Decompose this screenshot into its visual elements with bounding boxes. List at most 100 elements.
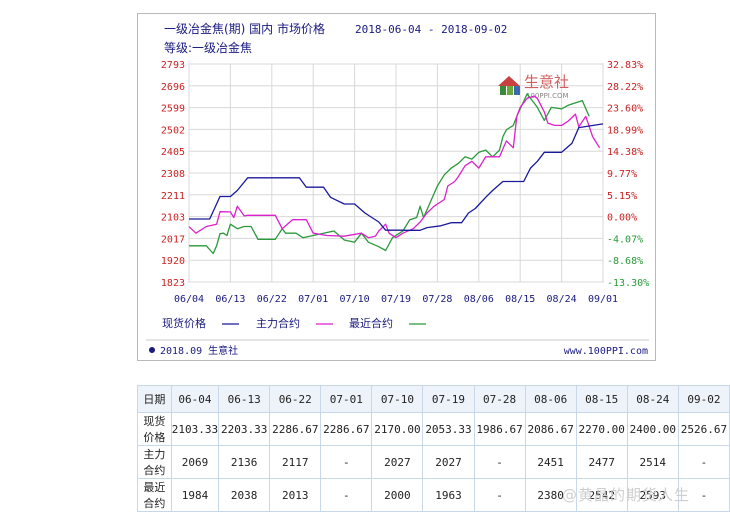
table-cell: - (473, 478, 526, 512)
table-cell: 2086.67 (524, 412, 577, 446)
legend-recent-label: 最近合约 (349, 316, 393, 330)
y-tick-left: 2599 (161, 104, 185, 115)
column-header-date: 07-19 (422, 385, 475, 413)
table-cell: 2286.67 (320, 412, 373, 446)
y-tick-left: 2211 (161, 191, 185, 202)
y-tick-right: 23.60% (607, 104, 643, 115)
series-main-contract-line (188, 95, 601, 239)
column-header-date: 08-06 (524, 385, 577, 413)
data-table: 日期 06-04 06-13 06-22 07-01 07-10 07-19 07-28 08-… (137, 385, 730, 512)
table-cell: 2117 (269, 445, 322, 479)
table-cell: 2514 (626, 445, 679, 479)
y-tick-left: 2793 (161, 60, 185, 71)
y-tick-right: 32.83% (607, 60, 643, 71)
legend: 现货价格 主力合约 最近合约 (162, 316, 426, 330)
table-cell: 2027 (371, 445, 424, 479)
y-tick-right: 28.22% (607, 82, 643, 93)
x-tick: 07/01 (298, 294, 328, 305)
y-tick-left: 2502 (161, 125, 185, 136)
row-label: 主力合约 (137, 445, 172, 479)
table-cell: 1984 (170, 478, 220, 512)
table-row: 主力合约 2069 2136 2117-2027 2027-2451 2477 2514- (137, 445, 730, 479)
table-cell: 2013 (269, 478, 322, 512)
y-tick-right: -4.07% (607, 234, 643, 245)
table-cell: 2400.00 (626, 412, 679, 446)
logo-block-icon (507, 86, 513, 95)
y-tick-right: -8.68% (607, 256, 643, 267)
watermark: @黄晶的期货人生 (562, 486, 691, 504)
table-cell: 1986.67 (473, 412, 526, 446)
row-label: 最近合约 (137, 478, 172, 512)
x-tick: 06/22 (257, 294, 287, 305)
y-tick-right: -13.30% (607, 278, 649, 289)
logo-block-icon (500, 86, 506, 95)
column-header-date: 07-10 (371, 385, 424, 413)
table-cell: 2069 (170, 445, 220, 479)
x-tick: 07/10 (340, 294, 370, 305)
row-label: 现货价格 (137, 412, 172, 446)
grade-label: 等级:一级冶金焦 (164, 40, 252, 55)
x-tick: 09/01 (588, 294, 618, 305)
series-spot-price-line (189, 123, 604, 231)
table-cell: 2103.33 (170, 412, 220, 446)
table-cell: 2170.00 (371, 412, 424, 446)
price-chart: 一级冶金焦(期) 国内 市场价格 2018-06-04 - 2018-09-02… (146, 21, 649, 357)
column-header-date: 09-02 (677, 385, 730, 413)
y-tick-left: 2308 (161, 169, 185, 180)
table-cell: 2451 (524, 445, 577, 479)
table-cell: - (320, 478, 373, 512)
y-tick-left: 2103 (161, 213, 185, 224)
table-cell: 2477 (575, 445, 628, 479)
y-tick-left: 1823 (161, 278, 185, 289)
column-header-date: 08-24 (626, 385, 679, 413)
table-cell: 2593 (626, 478, 679, 512)
y-tick-left: 2405 (161, 147, 185, 158)
column-header-date: 07-28 (473, 385, 526, 413)
table-header-row: 日期 06-04 06-13 06-22 07-01 07-10 07-19 07-28 08-… (137, 385, 730, 413)
chart-panel: 一级冶金焦(期) 国内 市场价格 2018-06-04 - 2018-09-02… (137, 13, 656, 361)
x-tick: 08/24 (547, 294, 577, 305)
column-header-date: 06-13 (218, 385, 271, 413)
table-row: 最近合约 1984 2038 2013-2000 1963-2380 2542 2593- (137, 478, 730, 512)
table-row: 现货价格 2103.33 2203.33 2286.67 2286.67 2170.00 2… (137, 412, 730, 446)
y-tick-right: 0.00% (607, 213, 637, 224)
x-tick: 08/15 (505, 294, 535, 305)
column-header-date: 07-01 (320, 385, 373, 413)
table-cell: 2038 (218, 478, 271, 512)
y-tick-left: 1920 (161, 256, 185, 267)
y-tick-right: 14.38% (607, 147, 643, 158)
x-tick: 07/19 (381, 294, 411, 305)
series (188, 93, 604, 255)
x-tick: 08/06 (464, 294, 494, 305)
date-range: 2018-06-04 - 2018-09-02 (355, 23, 507, 36)
table-cell: - (677, 478, 730, 512)
table-cell: - (320, 445, 373, 479)
x-tick: 06/13 (215, 294, 245, 305)
legend-main-label: 主力合约 (256, 316, 300, 330)
table-cell: 2136 (218, 445, 271, 479)
logo-block-icon (514, 86, 520, 95)
table-cell: 2027 (422, 445, 475, 479)
x-tick: 07/28 (422, 294, 452, 305)
logo: 生意社 100PPI.COM (498, 73, 569, 100)
row-header-date: 日期 (137, 385, 172, 413)
footer-right[interactable]: www.100PPI.com (564, 346, 648, 357)
table-cell: 2380 (524, 478, 577, 512)
table-cell: - (677, 445, 730, 479)
logo-url: 100PPI.COM (526, 92, 569, 100)
y-tick-left: 2696 (161, 82, 185, 93)
y-tick-right: 5.15% (607, 191, 637, 202)
table-cell: 2286.67 (269, 412, 322, 446)
y-tick-right: 9.77% (607, 169, 637, 180)
chart-title: 一级冶金焦(期) 国内 市场价格 (164, 21, 325, 36)
copyright-icon (149, 347, 155, 353)
column-header-date: 06-04 (170, 385, 220, 413)
logo-name: 生意社 (524, 73, 569, 91)
y-tick-left: 2017 (161, 234, 185, 245)
logo-roof-icon (498, 76, 520, 86)
table-cell: 2526.67 (677, 412, 730, 446)
table-cell: 1963 (422, 478, 475, 512)
table-cell: - (473, 445, 526, 479)
table-cell: 2203.33 (218, 412, 271, 446)
legend-spot-label: 现货价格 (162, 316, 206, 330)
